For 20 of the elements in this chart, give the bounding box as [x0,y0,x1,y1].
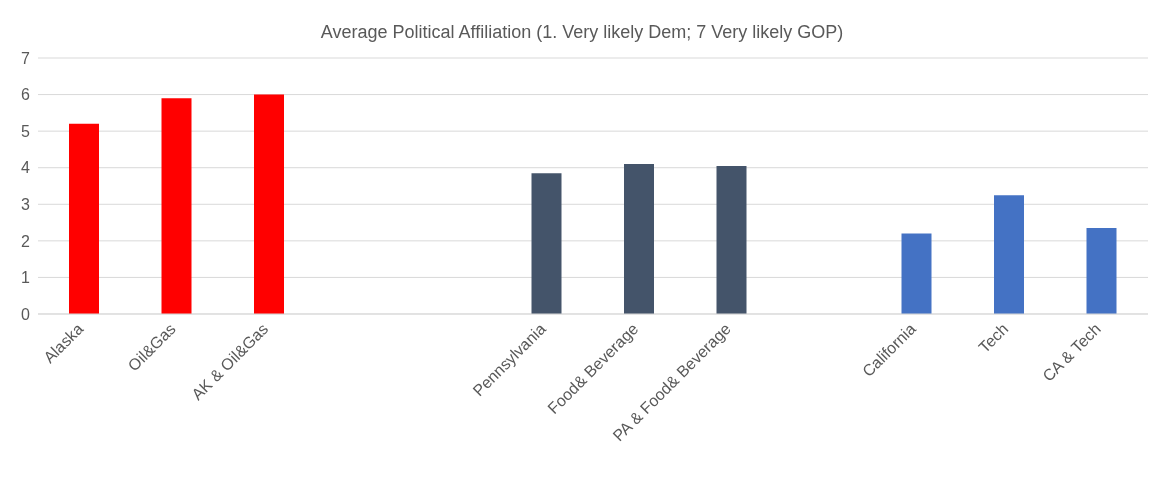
y-tick-label: 7 [21,49,31,67]
y-tick-label: 2 [21,232,31,250]
bar [994,195,1024,314]
chart-title: Average Political Affiliation (1. Very likely Dem; 7 Very likely GOP) [320,22,844,42]
y-tick-label: 6 [21,86,31,104]
x-tick-label: CA & Tech [1039,320,1104,385]
bar [531,173,562,314]
y-tick-label: 0 [21,305,31,323]
bar [69,123,99,314]
y-tick-label: 4 [21,159,31,177]
x-tick-label: Tech [975,320,1012,357]
bar [1086,228,1117,314]
y-tick-label: 1 [21,269,31,287]
bar [161,98,192,314]
y-tick-label: 5 [21,122,31,140]
bar [901,233,932,314]
bar [254,94,284,314]
bar [716,165,747,314]
y-tick-label: 3 [21,195,31,213]
bar [624,164,654,314]
